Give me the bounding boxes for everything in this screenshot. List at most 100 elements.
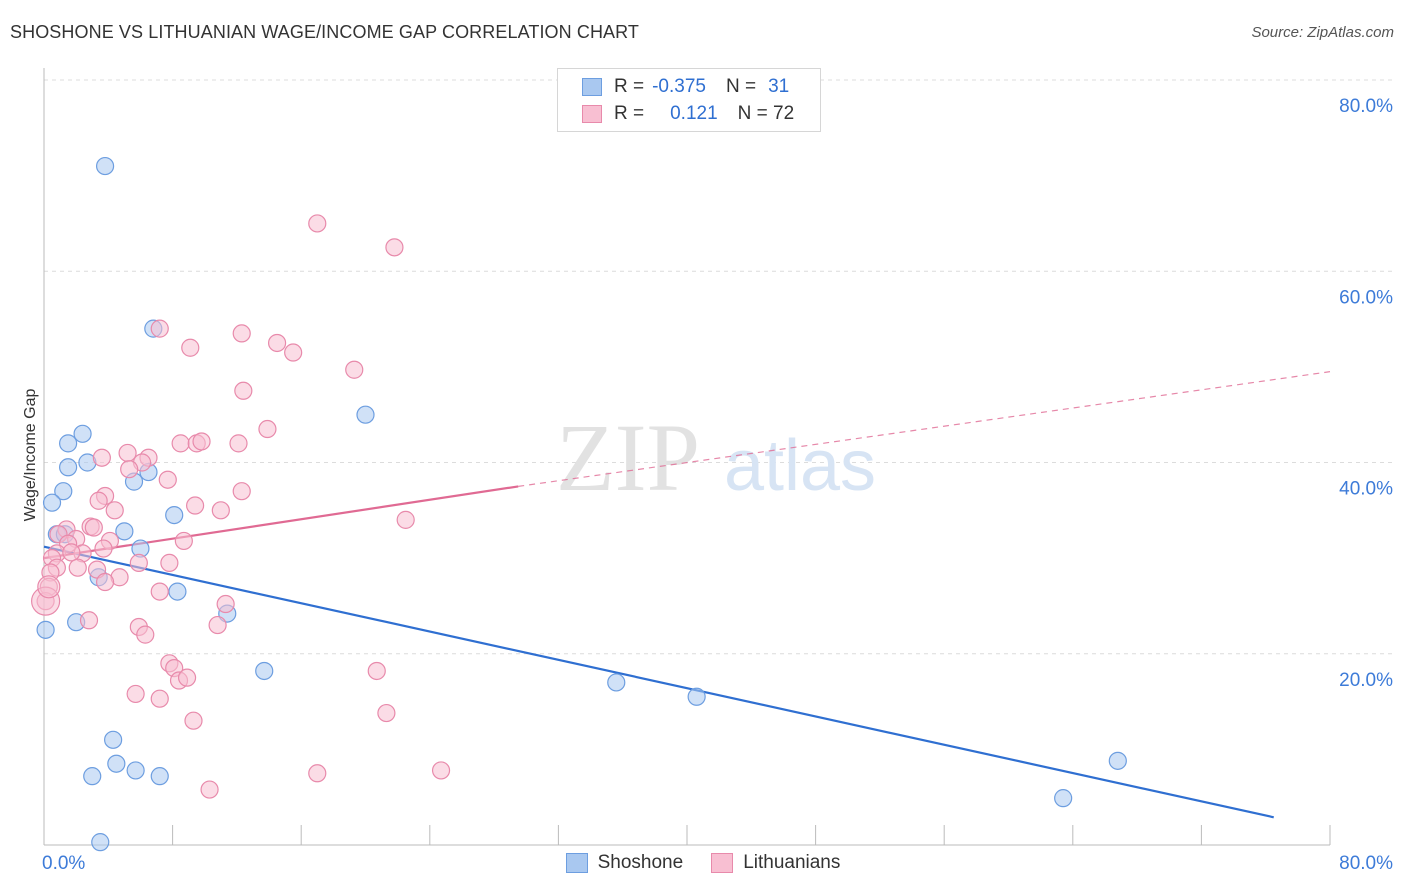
data-point-lithuanians: [181, 338, 200, 357]
data-point-lithuanians: [150, 319, 169, 338]
data-point-lithuanians: [120, 460, 139, 479]
bottom-legend-swatch-shoshone: [565, 853, 588, 873]
data-point-lithuanians: [308, 214, 327, 233]
legend-r-value: -0.375: [652, 76, 706, 97]
data-point-lithuanians: [234, 381, 253, 400]
data-point-lithuanians: [94, 539, 113, 558]
data-point-lithuanians: [308, 764, 327, 783]
bottom-legend-swatch-lithuanians: [711, 853, 734, 873]
data-points: [31, 156, 1127, 852]
y-tick-label: 80.0%: [1339, 96, 1393, 117]
data-point-lithuanians: [200, 780, 219, 799]
trend-line-lithuanians: [43, 485, 519, 560]
data-point-lithuanians: [232, 324, 251, 343]
data-point-shoshone: [42, 493, 62, 512]
bottom-legend-label: Shoshone: [597, 852, 684, 873]
y-tick-label: 20.0%: [1339, 670, 1393, 691]
data-point-lithuanians: [177, 668, 197, 687]
data-point-lithuanians: [150, 689, 169, 708]
data-point-lithuanians: [129, 553, 148, 573]
data-point-shoshone: [126, 761, 145, 780]
grid-lines: [44, 79, 1392, 655]
data-point-lithuanians: [377, 703, 396, 723]
data-point-lithuanians: [79, 611, 99, 630]
axes: [43, 68, 1331, 846]
data-point-shoshone: [165, 505, 184, 525]
y-axis-label: Wage/Income Gap: [22, 389, 39, 522]
data-point-lithuanians: [258, 419, 277, 439]
bottom-legend-label: Lithuanians: [743, 852, 841, 873]
data-point-shoshone: [91, 833, 110, 852]
data-point-lithuanians: [385, 238, 404, 257]
data-point-shoshone: [54, 482, 73, 501]
data-point-lithuanians: [68, 558, 87, 577]
legend-n-label: N =: [725, 76, 757, 97]
data-point-lithuanians: [186, 496, 205, 515]
watermark-atlas: atlas: [724, 426, 876, 506]
data-point-shoshone: [73, 424, 92, 443]
data-point-lithuanians: [216, 594, 235, 614]
y-tick-label: 40.0%: [1339, 479, 1393, 500]
data-point-lithuanians: [232, 482, 251, 501]
y-tick-label: 60.0%: [1339, 287, 1393, 308]
data-point-shoshone: [59, 434, 78, 453]
data-point-lithuanians: [184, 711, 203, 730]
chart-title: SHOSHONE VS LITHUANIAN WAGE/INCOME GAP C…: [10, 22, 640, 42]
data-point-shoshone: [1108, 751, 1127, 770]
data-point-lithuanians: [367, 661, 386, 681]
legend-row-shoshone: R = -0.375 N = 31: [582, 75, 789, 99]
data-point-lithuanians: [105, 501, 124, 520]
legend-r-label: R =: [614, 103, 645, 124]
bottom-legend: Shoshone Lithuanians: [0, 852, 1406, 874]
watermark-zip: ZIP: [556, 404, 700, 511]
legend-row-lithuanians: R = 0.121 N = 72: [582, 102, 794, 126]
data-point-lithuanians: [89, 491, 108, 510]
data-point-lithuanians: [84, 518, 103, 537]
data-point-shoshone: [687, 687, 706, 706]
legend: R = -0.375 N = 31 R = 0.121 N = 72: [557, 68, 821, 132]
data-point-lithuanians: [396, 510, 415, 529]
data-point-lithuanians: [95, 572, 115, 592]
bottom-legend-lithuanians: Lithuanians: [711, 852, 840, 874]
data-point-shoshone: [36, 620, 55, 639]
data-point-lithuanians: [92, 448, 111, 467]
data-point-shoshone: [607, 673, 626, 692]
watermark: ZIP atlas: [556, 404, 876, 511]
x-tick-label: 0.0%: [42, 853, 85, 874]
data-point-lithuanians: [229, 434, 248, 453]
data-point-lithuanians: [345, 360, 364, 379]
data-point-lithuanians: [126, 684, 145, 704]
legend-r-value: 0.121: [670, 103, 718, 124]
legend-swatch-lithuanians: [582, 105, 602, 123]
data-point-lithuanians: [174, 531, 193, 551]
data-point-shoshone: [115, 522, 134, 541]
data-point-lithuanians: [192, 432, 211, 451]
data-point-shoshone: [255, 661, 274, 681]
trend-line-lithuanians-extension: [518, 371, 1331, 488]
data-point-shoshone: [356, 405, 375, 424]
data-point-shoshone: [1054, 789, 1073, 808]
data-point-lithuanians: [158, 470, 177, 489]
data-point-lithuanians: [118, 443, 137, 463]
data-point-lithuanians: [208, 615, 227, 635]
source-label: Source: ZipAtlas.com: [1251, 24, 1394, 41]
trend-line-shoshone: [43, 545, 1274, 819]
x-tick-label: 80.0%: [1339, 853, 1393, 874]
data-point-lithuanians: [267, 333, 287, 353]
data-point-lithuanians: [171, 434, 190, 453]
tick-labels: 20.0% 40.0% 60.0% 80.0% 0.0% 80.0%: [42, 96, 1393, 874]
data-point-lithuanians: [211, 501, 230, 520]
data-point-shoshone: [150, 767, 169, 786]
legend-n-label: N = 72: [737, 103, 795, 124]
data-point-lithuanians: [284, 343, 303, 362]
data-point-lithuanians: [160, 553, 179, 573]
trend-lines: [43, 371, 1331, 819]
data-point-lithuanians: [431, 761, 451, 780]
data-point-shoshone: [59, 458, 78, 477]
data-point-lithuanians: [150, 582, 169, 601]
data-point-shoshone: [83, 767, 102, 786]
legend-n-value: 31: [768, 76, 790, 97]
data-point-shoshone: [107, 754, 126, 773]
data-point-lithuanians-large: [37, 575, 61, 599]
